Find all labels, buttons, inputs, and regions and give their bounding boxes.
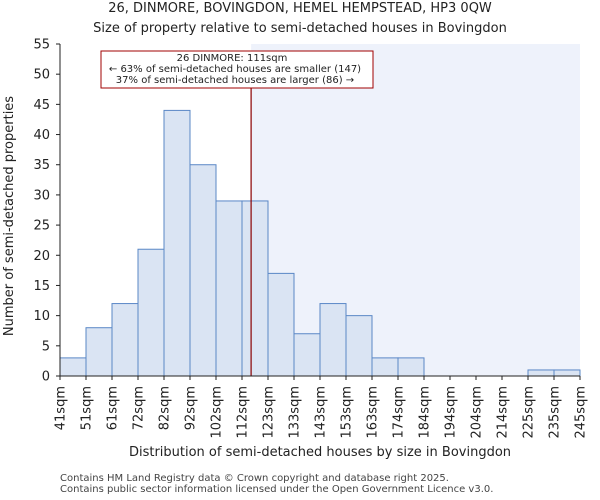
histogram-bar-92sqm xyxy=(189,164,217,377)
x-tick-label-194sqm: 194sqm xyxy=(444,386,459,439)
x-tick-label-61sqm: 61sqm xyxy=(106,386,121,430)
y-tick-label-15: 15 xyxy=(33,279,50,294)
x-tick-label-163sqm: 163sqm xyxy=(366,386,381,439)
histogram-bar-82sqm xyxy=(163,109,191,377)
y-axis-label: Number of semi-detached properties xyxy=(2,96,17,336)
x-tick-label-214sqm: 214sqm xyxy=(496,386,511,439)
x-tick-label-82sqm: 82sqm xyxy=(158,386,173,430)
x-tick-label-153sqm: 153sqm xyxy=(340,386,355,439)
histogram-bar-133sqm xyxy=(293,333,321,377)
x-axis-ticks: 41sqm 51sqm 61sqm 72sqm 82sqm 92sqm 102sqm 112s… xyxy=(54,376,589,439)
x-tick-label-112sqm: 112sqm xyxy=(236,386,251,439)
x-tick-label-184sqm: 184sqm xyxy=(418,386,433,439)
y-tick-label-50: 50 xyxy=(33,68,50,83)
histogram-bar-225sqm xyxy=(527,369,555,377)
y-tick-label-25: 25 xyxy=(33,219,50,234)
x-tick-label-235sqm: 235sqm xyxy=(548,386,563,439)
y-tick-label-40: 40 xyxy=(33,128,50,143)
histogram-bar-143sqm xyxy=(319,303,347,377)
y-tick-label-20: 20 xyxy=(33,249,50,264)
footer-licence: Contains public sector information licen… xyxy=(60,484,493,495)
x-tick-label-204sqm: 204sqm xyxy=(470,386,485,439)
y-tick-label-45: 45 xyxy=(33,98,50,113)
x-tick-label-143sqm: 143sqm xyxy=(314,386,329,439)
histogram-bar-235sqm xyxy=(553,369,581,377)
histogram-bar-153sqm xyxy=(345,315,373,377)
x-tick-label-123sqm: 123sqm xyxy=(262,386,277,439)
annotation-smaller: ← 63% of semi-detached houses are smalle… xyxy=(109,64,361,75)
histogram-bar-51sqm xyxy=(85,327,113,377)
y-tick-label-35: 35 xyxy=(33,158,50,173)
larger-properties-shade xyxy=(251,44,580,376)
annotation-title: 26 DINMORE: 111sqm xyxy=(177,53,288,64)
histogram-bar-163sqm xyxy=(371,357,399,377)
histogram-bar-112sqm xyxy=(241,200,269,377)
y-tick-label-30: 30 xyxy=(33,188,50,203)
y-tick-label-55: 55 xyxy=(33,38,50,53)
chart-subtitle: Size of property relative to semi-detach… xyxy=(93,21,507,36)
histogram-bar-102sqm xyxy=(215,200,243,377)
x-tick-label-225sqm: 225sqm xyxy=(522,386,537,439)
y-tick-label-10: 10 xyxy=(33,309,50,324)
y-axis-ticks: 0 5 10 15 20 25 30 35 40 45 50 55 xyxy=(33,38,60,385)
y-tick-label-5: 5 xyxy=(42,339,50,354)
x-tick-label-72sqm: 72sqm xyxy=(132,386,147,430)
annotation-border xyxy=(100,50,374,89)
x-tick-label-174sqm: 174sqm xyxy=(392,386,407,439)
x-tick-label-133sqm: 133sqm xyxy=(288,386,303,439)
histogram-bar-174sqm xyxy=(397,357,425,377)
x-tick-label-102sqm: 102sqm xyxy=(210,386,225,439)
x-tick-label-41sqm: 41sqm xyxy=(54,386,69,430)
bars-group xyxy=(59,109,581,377)
x-tick-label-245sqm: 245sqm xyxy=(574,386,589,439)
histogram-bar-61sqm xyxy=(111,303,139,377)
x-tick-label-92sqm: 92sqm xyxy=(184,386,199,430)
annotation-box: 26 DINMORE: 111sqm ← 63% of semi-detache… xyxy=(100,50,374,89)
x-axis-label: Distribution of semi-detached houses by … xyxy=(129,445,511,460)
chart-title: 26, DINMORE, BOVINGDON, HEMEL HEMPSTEAD,… xyxy=(108,1,492,16)
histogram-bar-41sqm xyxy=(59,357,87,377)
annotation-larger: 37% of semi-detached houses are larger (… xyxy=(116,75,354,86)
x-tick-label-51sqm: 51sqm xyxy=(80,386,95,430)
histogram-bar-72sqm xyxy=(137,248,165,377)
histogram-bar-123sqm xyxy=(267,272,295,377)
footer-copyright: Contains HM Land Registry data © Crown c… xyxy=(60,473,449,484)
y-tick-label-0: 0 xyxy=(42,370,50,385)
